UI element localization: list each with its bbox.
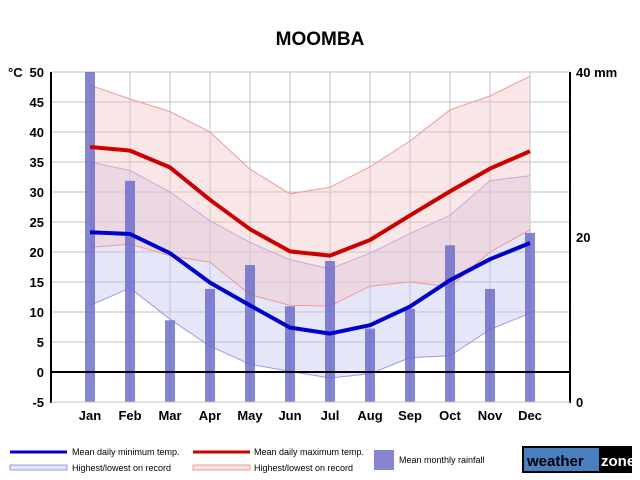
weatherzone-logo: weather zone (522, 446, 635, 473)
x-tick-label: Oct (439, 408, 461, 423)
rainfall-bar-mar (165, 320, 175, 402)
rainfall-bar-feb (125, 180, 135, 402)
x-tick-label: Apr (199, 408, 221, 423)
x-tick-label: Sep (398, 408, 422, 423)
y2-tick-label: 40 mm (576, 65, 617, 80)
x-tick-label: Jul (321, 408, 340, 423)
legend: Mean daily minimum temp. Highest/lowest … (9, 446, 635, 473)
rainfall-bar-may (245, 265, 255, 402)
y2-tick-label: 20 (576, 230, 590, 245)
y-tick-label: 35 (30, 155, 44, 170)
legend-min: Mean daily minimum temp. (72, 447, 180, 457)
svg-text:weather: weather (526, 453, 584, 470)
x-tick-label: Nov (478, 408, 503, 423)
x-tick-label: Mar (158, 408, 181, 423)
y-tick-label: 40 (30, 125, 44, 140)
legend-min-record: Highest/lowest on record (72, 463, 171, 473)
legend-max: Mean daily maximum temp. (254, 447, 364, 457)
y-tick-label: -5 (32, 395, 44, 410)
record-low-line (89, 229, 531, 307)
rainfall-bar-oct (445, 245, 455, 402)
rainfall-bar-dec (525, 232, 535, 402)
y-axis-unit: °C (8, 65, 23, 80)
y2-tick-label: 0 (576, 395, 583, 410)
y-tick-label: 15 (30, 275, 44, 290)
min-temp-line (89, 230, 531, 336)
y-tick-label: 10 (30, 305, 44, 320)
record-band (90, 162, 530, 378)
rainfall-bar-apr (205, 288, 215, 402)
record-low-line (89, 287, 531, 379)
rainfall-bar-aug (365, 328, 375, 402)
record-high-line (89, 161, 531, 270)
chart-title: MOOMBA (276, 29, 365, 50)
x-tick-label: Feb (118, 408, 141, 423)
x-tick-label: Jun (278, 408, 301, 423)
legend-rain: Mean monthly rainfall (399, 455, 485, 465)
rainfall-bar-jun (285, 306, 295, 402)
y-tick-label: 5 (37, 335, 44, 350)
y-tick-label: 30 (30, 185, 44, 200)
x-tick-label: Jan (79, 408, 101, 423)
svg-text:zone: zone (601, 453, 635, 470)
x-tick-label: Dec (518, 408, 542, 423)
y-tick-label: 50 (30, 65, 44, 80)
legend-max-record: Highest/lowest on record (254, 463, 353, 473)
rainfall-bar-jul (325, 260, 335, 402)
rainfall-bar-nov (485, 288, 495, 402)
record-high-line (89, 75, 531, 195)
rainfall-bar-jan (85, 72, 95, 402)
y-tick-label: 45 (30, 95, 44, 110)
x-tick-label: May (237, 408, 263, 423)
y-tick-label: 25 (30, 215, 44, 230)
y-tick-label: 0 (37, 365, 44, 380)
max-temp-line (89, 145, 531, 258)
rainfall-bar-sep (405, 308, 415, 402)
y-tick-label: 20 (30, 245, 44, 260)
x-tick-label: Aug (357, 408, 382, 423)
